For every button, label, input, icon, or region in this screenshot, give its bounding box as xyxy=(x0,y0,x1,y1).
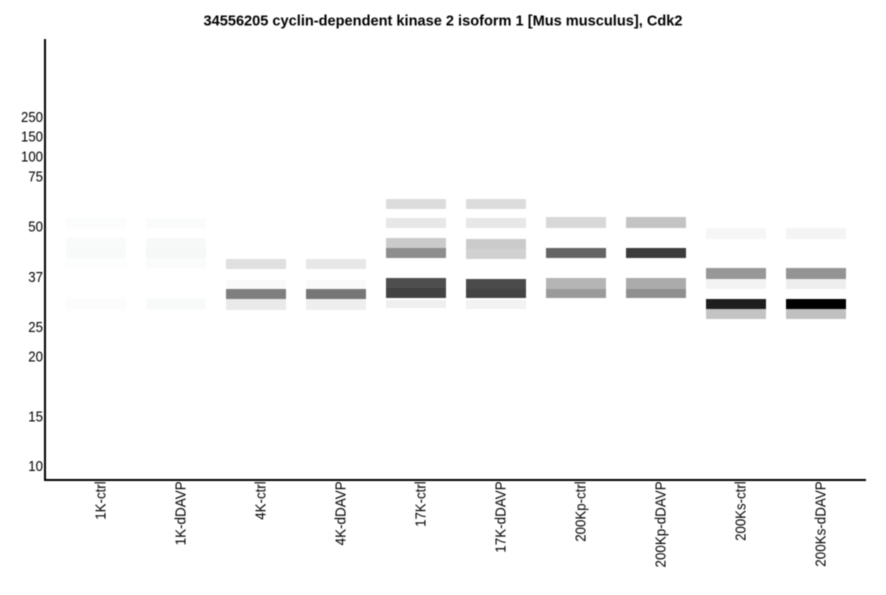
svg-text:10: 10 xyxy=(28,458,43,475)
svg-text:200Ks-dDAVP: 200Ks-dDAVP xyxy=(812,481,829,566)
svg-text:4K-dDAVP: 4K-dDAVP xyxy=(332,481,349,545)
svg-text:100: 100 xyxy=(21,149,43,166)
svg-text:17K-dDAVP: 17K-dDAVP xyxy=(492,481,509,552)
svg-text:200Kp-dDAVP: 200Kp-dDAVP xyxy=(652,481,669,567)
svg-text:15: 15 xyxy=(28,408,43,425)
svg-text:75: 75 xyxy=(28,169,43,186)
svg-text:200Ks-ctrl: 200Ks-ctrl xyxy=(732,481,749,541)
svg-text:250: 250 xyxy=(21,109,43,126)
svg-text:4K-ctrl: 4K-ctrl xyxy=(252,481,269,519)
svg-text:1K-dDAVP: 1K-dDAVP xyxy=(172,481,189,545)
svg-text:50: 50 xyxy=(28,218,43,235)
svg-text:25: 25 xyxy=(28,319,43,336)
svg-text:34556205 cyclin-dependent kina: 34556205 cyclin-dependent kinase 2 isofo… xyxy=(204,13,683,30)
svg-text:200Kp-ctrl: 200Kp-ctrl xyxy=(572,481,589,541)
svg-text:17K-ctrl: 17K-ctrl xyxy=(412,481,429,527)
svg-text:150: 150 xyxy=(21,129,43,146)
svg-text:1K-ctrl: 1K-ctrl xyxy=(92,481,109,519)
svg-text:20: 20 xyxy=(28,349,43,366)
svg-text:37: 37 xyxy=(28,269,43,286)
